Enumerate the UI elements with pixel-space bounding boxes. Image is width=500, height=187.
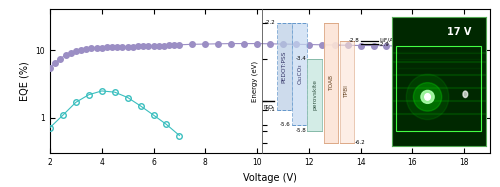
Y-axis label: EQE (%): EQE (%) — [20, 62, 30, 101]
X-axis label: Voltage (V): Voltage (V) — [243, 173, 297, 183]
